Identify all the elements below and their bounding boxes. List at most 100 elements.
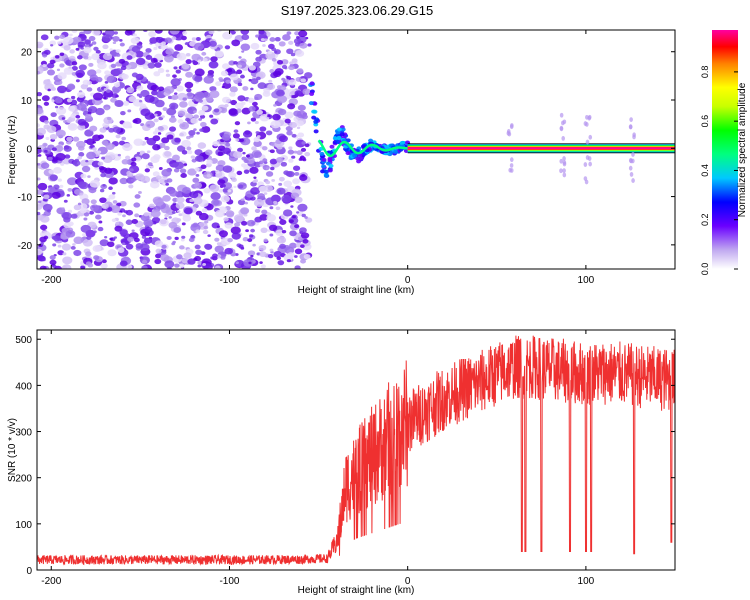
noise-blob — [281, 64, 288, 69]
transition-blob — [319, 151, 325, 156]
noise-blob — [265, 167, 270, 170]
noise-blob — [133, 138, 144, 146]
noise-blob — [122, 100, 130, 106]
sideband-blob — [628, 165, 633, 171]
noise-blob — [76, 96, 85, 103]
noise-blob — [37, 177, 41, 181]
noise-blob — [226, 68, 233, 73]
noise-blob — [150, 57, 158, 63]
noise-blob — [209, 184, 220, 193]
spectrogram-ytick-label: 0 — [26, 144, 32, 155]
noise-blob — [287, 149, 295, 155]
noise-blob — [77, 118, 87, 126]
noise-blob — [219, 132, 224, 137]
noise-blob — [259, 251, 267, 258]
noise-blob — [231, 177, 237, 182]
noise-blob — [254, 120, 259, 125]
noise-blob — [224, 45, 231, 50]
noise-blob — [162, 107, 168, 112]
noise-blob — [236, 69, 243, 75]
noise-blob — [121, 73, 129, 80]
noise-blob — [172, 197, 178, 203]
noise-blob — [80, 173, 87, 179]
noise-blob — [209, 114, 214, 118]
noise-blob — [148, 31, 157, 38]
noise-blob — [134, 213, 140, 218]
noise-blob — [233, 129, 239, 133]
colorbar-tick-label: 0.4 — [700, 164, 710, 177]
noise-blob — [231, 232, 241, 240]
noise-blob — [193, 42, 205, 51]
noise-blob — [79, 203, 88, 210]
noise-blob — [282, 209, 293, 217]
noise-blob — [132, 33, 137, 37]
noise-blob — [88, 62, 94, 67]
noise-blob — [184, 42, 189, 46]
noise-blob — [236, 170, 243, 176]
noise-blob — [301, 141, 307, 145]
colorbar-ticks: 0.0 0.2 0.4 0.6 0.8 — [700, 66, 738, 275]
noise-blob — [70, 213, 78, 219]
noise-blob — [195, 249, 203, 256]
noise-blob — [281, 194, 292, 203]
noise-blob — [241, 101, 246, 106]
noise-blob — [174, 161, 184, 170]
noise-blob — [293, 165, 301, 171]
noise-blob — [102, 44, 109, 50]
noise-blob — [85, 261, 92, 266]
sideband-blob — [562, 156, 566, 161]
noise-blob — [244, 201, 248, 205]
noise-blob — [51, 191, 61, 199]
noise-blob — [54, 97, 63, 104]
noise-blob — [179, 168, 187, 174]
snr-ytick-label: 400 — [15, 381, 32, 392]
noise-blob — [90, 204, 100, 212]
noise-blob — [42, 63, 47, 68]
noise-blob — [299, 174, 308, 181]
sideband-blob — [629, 117, 633, 122]
noise-blob — [182, 30, 188, 35]
noise-blob — [176, 210, 181, 213]
sideband-blob — [561, 136, 566, 141]
noise-blob — [254, 96, 259, 101]
noise-blob — [140, 214, 150, 222]
noise-blob — [121, 242, 126, 246]
noise-blob — [265, 180, 271, 185]
snr-xtick-label: -200 — [41, 576, 61, 587]
noise-blob — [238, 184, 244, 189]
snr-ylabel: SNR (10 * v/v) — [7, 418, 18, 482]
noise-blob — [67, 123, 78, 131]
noise-blob — [150, 84, 159, 92]
noise-blob — [261, 209, 268, 215]
noise-blob — [119, 42, 125, 47]
noise-blob — [222, 31, 233, 40]
noise-blob — [141, 153, 150, 160]
noise-blob — [214, 265, 221, 269]
noise-blob — [112, 200, 118, 204]
noise-blob — [88, 43, 93, 47]
noise-blob — [38, 154, 42, 157]
colorbar: 0.0 0.2 0.4 0.6 0.8 Normalized spectral ampl… — [700, 30, 748, 275]
noise-blob — [287, 252, 295, 259]
noise-blob — [233, 151, 243, 159]
noise-blob — [67, 209, 73, 213]
noise-blob — [296, 110, 307, 119]
noise-blob — [120, 65, 127, 71]
noise-blob — [300, 147, 307, 152]
noise-blob — [190, 155, 195, 159]
noise-blob — [256, 109, 263, 115]
noise-blob — [262, 158, 268, 163]
noise-blob — [228, 172, 237, 179]
noise-blob — [272, 113, 281, 121]
noise-blob — [113, 82, 121, 88]
noise-blob — [131, 45, 141, 53]
noise-blob — [151, 90, 158, 96]
noise-blob — [106, 92, 113, 98]
noise-blob — [98, 165, 105, 171]
noise-blob — [178, 213, 183, 217]
transition-blob — [335, 139, 341, 144]
noise-blob — [37, 147, 42, 155]
noise-blob — [194, 91, 205, 100]
noise-blob — [76, 91, 86, 98]
noise-blob — [45, 136, 50, 141]
